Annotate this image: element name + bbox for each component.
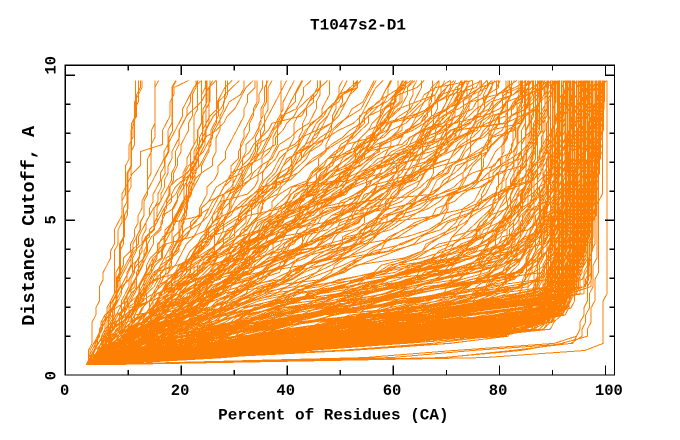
svg-text:60: 60: [383, 382, 402, 400]
svg-text:40: 40: [276, 382, 295, 400]
svg-text:100: 100: [595, 382, 623, 400]
svg-text:0: 0: [42, 371, 60, 380]
svg-text:20: 20: [171, 382, 190, 400]
svg-text:Percent of Residues (CA): Percent of Residues (CA): [218, 407, 448, 425]
svg-text:10: 10: [42, 56, 60, 75]
svg-text:T1047s2-D1: T1047s2-D1: [310, 17, 406, 35]
svg-text:80: 80: [489, 382, 508, 400]
svg-text:Distance Cutoff, A: Distance Cutoff, A: [19, 125, 40, 326]
svg-text:5: 5: [42, 215, 60, 224]
svg-text:0: 0: [60, 382, 69, 400]
